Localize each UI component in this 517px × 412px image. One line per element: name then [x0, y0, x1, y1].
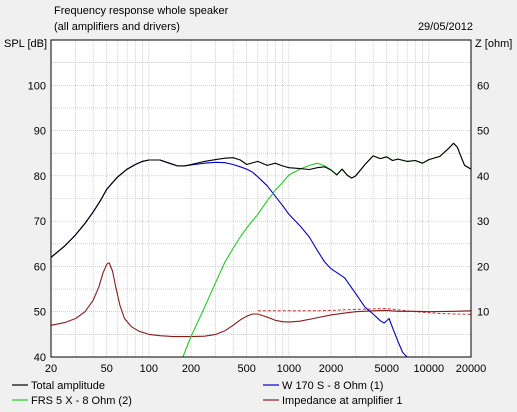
y2-axis-label: Z [ohm]	[475, 38, 512, 50]
x-tick-label: 50	[101, 363, 113, 375]
y2-tick-label: 60	[477, 80, 489, 92]
tick-labels: 20 50 100 200 500 1000 2000 5000 10000 20000 40 50 6…	[28, 80, 490, 375]
y2-tick-label: 40	[477, 171, 489, 183]
series-impedance-dashed	[257, 307, 472, 315]
series-impedance	[50, 262, 472, 338]
y2-tick-label: 10	[477, 307, 489, 319]
y-tick-label: 100	[28, 80, 46, 92]
y-axis-label: SPL [dB]	[4, 38, 47, 50]
x-tick-label: 1000	[277, 363, 301, 375]
plot-frame	[50, 39, 472, 358]
y2-tick-label: 30	[477, 216, 489, 228]
grid-lines	[51, 40, 471, 357]
x-tick-label: 2000	[319, 363, 343, 375]
legend-label-frs5x: FRS 5 X - 8 Ohm (2)	[31, 395, 132, 407]
x-tick-label: 20	[45, 363, 57, 375]
legend: Total amplitude FRS 5 X - 8 Ohm (2) W 17…	[12, 380, 402, 407]
y-tick-label: 50	[34, 307, 46, 319]
series-total-amplitude	[50, 142, 472, 258]
x-tick-label: 10000	[414, 363, 445, 375]
y-tick-label: 90	[34, 126, 46, 138]
y-tick-label: 60	[34, 261, 46, 273]
legend-label-total-amplitude: Total amplitude	[31, 380, 105, 392]
x-tick-label: 500	[238, 363, 256, 375]
chart-subtitle: (all amplifiers and drivers)	[54, 21, 180, 33]
legend-label-w170s: W 170 S - 8 Ohm (1)	[282, 380, 383, 392]
y2-tick-label: 20	[477, 261, 489, 273]
chart-title: Frequency response whole speaker	[54, 5, 229, 17]
x-tick-label: 200	[182, 363, 200, 375]
y2-tick-label: 50	[477, 126, 489, 138]
y-tick-label: 80	[34, 171, 46, 183]
chart-date: 29/05/2012	[418, 21, 473, 33]
x-tick-label: 20000	[456, 363, 487, 375]
x-tick-label: 5000	[374, 363, 398, 375]
x-tick-label: 100	[140, 363, 158, 375]
legend-label-impedance: Impedance at amplifier 1	[282, 395, 402, 407]
series-layer	[50, 142, 472, 358]
y-tick-label: 70	[34, 216, 46, 228]
y-tick-label: 40	[34, 352, 46, 364]
